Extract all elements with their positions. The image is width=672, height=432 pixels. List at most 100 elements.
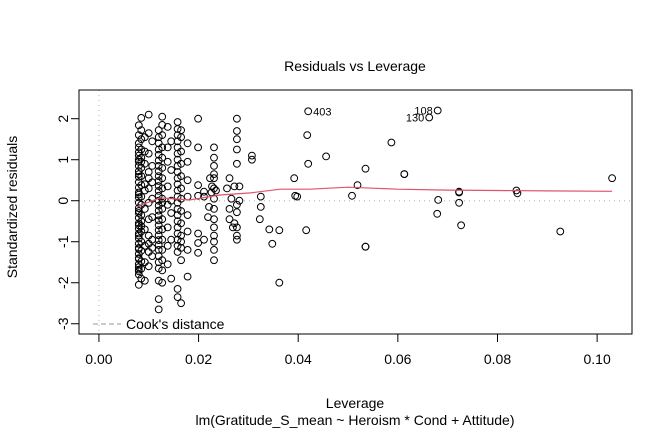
data-point [513, 189, 522, 198]
y-tick-label: -3 [55, 317, 71, 330]
data-point [177, 184, 186, 193]
data-point [140, 241, 149, 250]
data-point [194, 239, 203, 247]
data-point [163, 157, 172, 166]
data-point [200, 235, 208, 244]
data-points [134, 106, 616, 314]
data-point [134, 229, 143, 238]
data-point [268, 239, 277, 248]
data-point [183, 176, 192, 185]
data-point [322, 152, 331, 161]
data-point [144, 110, 153, 119]
data-point [167, 209, 176, 217]
y-tick-label: -1 [55, 235, 71, 248]
data-point [163, 223, 172, 232]
data-point [353, 181, 362, 190]
data-point [158, 256, 167, 265]
smooth-line [137, 186, 613, 208]
point-label: 108 [414, 106, 432, 118]
data-point [248, 155, 256, 164]
data-point [154, 236, 163, 245]
data-point [140, 225, 149, 234]
data-point [158, 174, 167, 183]
data-point [134, 121, 143, 130]
data-point [134, 143, 143, 152]
data-point [173, 293, 182, 302]
data-point [183, 227, 192, 236]
data-point [158, 198, 167, 207]
data-point [608, 174, 616, 183]
data-point [400, 170, 409, 179]
data-point [194, 229, 203, 238]
data-point [208, 182, 216, 191]
data-point [293, 192, 302, 201]
data-point [144, 184, 153, 193]
data-point [212, 186, 220, 195]
data-point [158, 278, 167, 287]
data-point [177, 231, 186, 240]
data-point [194, 181, 203, 190]
y-axis: -3 -2 -1 0 1 2 [55, 115, 79, 330]
data-point [210, 162, 218, 170]
data-point [183, 157, 192, 166]
data-point [158, 205, 167, 213]
data-point [433, 209, 442, 218]
data-point [230, 182, 239, 191]
data-point [158, 215, 167, 224]
data-point [134, 155, 143, 164]
data-point [194, 248, 203, 257]
data-point [230, 219, 239, 228]
data-point [177, 147, 186, 156]
data-point [210, 170, 218, 179]
data-point [265, 225, 274, 234]
y-axis-label: Standardized residuals [4, 136, 20, 278]
data-point [137, 126, 146, 135]
data-point [137, 264, 146, 273]
data-point [177, 256, 186, 265]
data-point [154, 246, 163, 254]
data-point [177, 133, 186, 142]
data-point [204, 213, 212, 222]
data-point [183, 139, 192, 148]
x-tick-label: 0.00 [85, 351, 112, 367]
data-point [387, 138, 396, 147]
chart-title: Residuals vs Leverage [284, 58, 426, 74]
data-point [433, 106, 442, 115]
data-point [183, 246, 192, 254]
data-point [233, 231, 241, 240]
data-point [140, 186, 149, 195]
data-point [137, 153, 146, 162]
data-point [163, 241, 172, 250]
x-tick-label: 0.04 [285, 351, 312, 367]
model-formula-label: lm(Gratitude_S_mean ~ Heroism * Cond + A… [195, 412, 514, 428]
data-point [183, 211, 192, 220]
data-point [223, 184, 231, 193]
data-point [137, 217, 146, 226]
data-point [210, 223, 218, 232]
data-point [290, 174, 299, 183]
data-point [556, 227, 565, 236]
data-point [137, 172, 146, 181]
data-point [275, 278, 284, 287]
data-point [158, 121, 167, 129]
data-point [144, 168, 153, 176]
data-point [158, 153, 167, 162]
data-point [158, 112, 167, 121]
y-tick-label: -2 [55, 276, 71, 289]
data-point [148, 137, 157, 146]
data-point [183, 272, 192, 281]
data-point [227, 194, 236, 203]
data-point [144, 129, 153, 138]
data-point [200, 187, 208, 196]
data-point [158, 143, 167, 152]
data-point [137, 257, 146, 266]
data-point [177, 172, 186, 181]
data-point [158, 235, 167, 244]
data-point [137, 192, 146, 201]
data-point [177, 207, 186, 215]
data-point [206, 174, 214, 183]
data-point [154, 305, 163, 314]
